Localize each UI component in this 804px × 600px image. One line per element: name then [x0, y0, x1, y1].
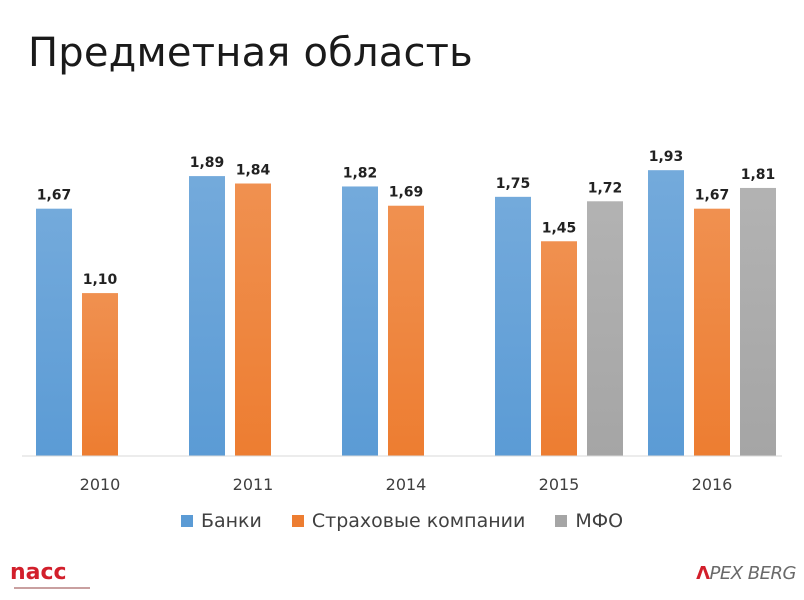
- data-label-2016-series-0: 1,93: [649, 149, 684, 165]
- legend-label-insurance: Страховые компании: [311, 510, 526, 532]
- legend-label-banks: Банки: [200, 510, 262, 532]
- data-label-2016-series-2: 1,81: [741, 167, 776, 183]
- data-label-2014-series-0: 1,82: [343, 165, 378, 181]
- data-label-2015-series-1: 1,45: [542, 220, 577, 236]
- apexberg-logo-mark: Λ: [696, 563, 710, 584]
- nacc-logo-text: nacc: [10, 560, 67, 585]
- bar-2015-series-2: [587, 201, 623, 456]
- bar-2014-series-1: [388, 205, 424, 456]
- category-label-2015: 2015: [539, 475, 580, 494]
- data-label-2011-series-1: 1,84: [236, 163, 271, 179]
- bar-2010-series-1: [82, 293, 118, 456]
- data-label-2014-series-1: 1,69: [389, 185, 424, 201]
- category-label-2014: 2014: [386, 475, 427, 494]
- nacc-logo: nacc: [10, 560, 90, 589]
- category-label-2010: 2010: [80, 475, 121, 494]
- data-label-2016-series-1: 1,67: [695, 188, 730, 204]
- legend-swatch-insurance: [291, 515, 304, 527]
- bar-2015-series-1: [541, 241, 577, 456]
- legend-swatch-banks: [180, 515, 193, 527]
- legend-item-insurance: Страховые компании: [291, 510, 526, 532]
- apexberg-logo-text: PEX BERG: [709, 563, 797, 584]
- legend-swatch-mfo: [555, 515, 568, 527]
- apexberg-logo: ΛPEX BERG: [696, 563, 796, 584]
- bar-2016-series-1: [694, 208, 730, 456]
- nacc-logo-underline: [14, 587, 90, 589]
- bar-2011-series-0: [189, 176, 225, 456]
- legend-item-banks: Банки: [180, 510, 262, 532]
- data-label-2011-series-0: 1,89: [190, 155, 225, 171]
- chart-bars: [36, 170, 776, 457]
- bar-2011-series-1: [235, 183, 271, 456]
- slide-title: Предметная область: [28, 30, 473, 76]
- data-label-2010-series-1: 1,10: [83, 272, 118, 288]
- data-label-2010-series-0: 1,67: [37, 188, 72, 204]
- category-label-2011: 2011: [233, 475, 274, 494]
- legend-label-mfo: МФО: [575, 510, 624, 532]
- chart-category-labels: 2010 2011 2014 2015 2016: [80, 475, 733, 494]
- bar-2015-series-0: [495, 196, 531, 457]
- bar-2014-series-0: [342, 186, 378, 456]
- category-label-2016: 2016: [692, 475, 733, 494]
- bar-2010-series-0: [36, 208, 72, 456]
- chart-data-labels: 1,67 1,10 1,89 1,84 1,82 1,69 1,75 1,45 1,72 1,93…: [37, 149, 776, 288]
- legend-item-mfo: МФО: [555, 510, 623, 532]
- bar-2016-series-2: [740, 187, 776, 456]
- chart-legend: Банки Страховые компании МФО: [0, 510, 804, 532]
- data-label-2015-series-2: 1,72: [588, 180, 623, 196]
- bar-2016-series-0: [648, 170, 684, 456]
- data-label-2015-series-0: 1,75: [496, 176, 531, 192]
